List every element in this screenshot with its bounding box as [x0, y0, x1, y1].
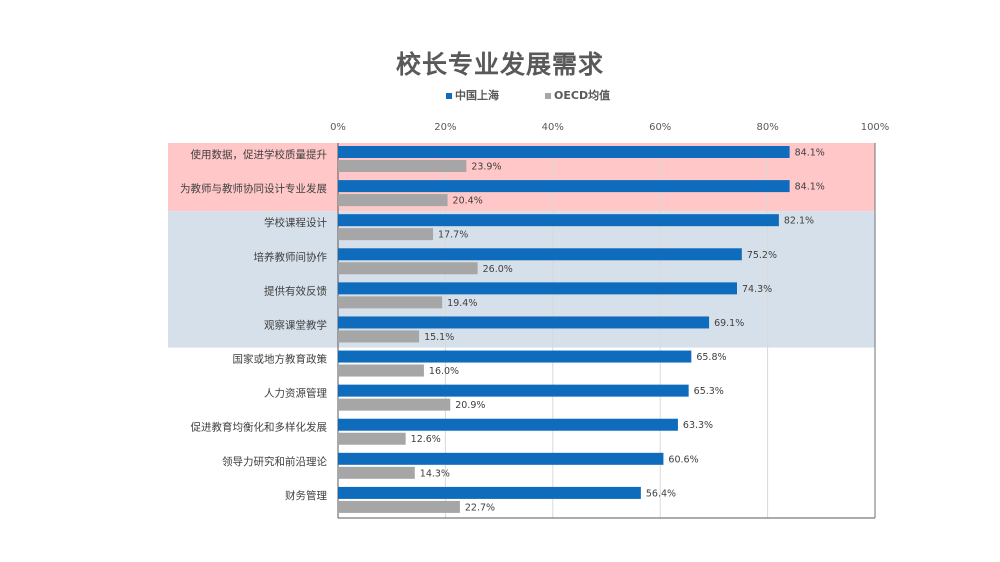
bar-oecd — [338, 500, 460, 513]
bar-oecd — [338, 398, 451, 411]
data-label: 20.9% — [455, 400, 485, 411]
bar-oecd — [338, 262, 478, 275]
category-label: 为教师与教师协同设计专业发展 — [180, 182, 327, 195]
x-tick-label: 40% — [542, 122, 564, 133]
data-label: 75.2% — [747, 250, 777, 261]
category-label: 国家或地方教育政策 — [233, 353, 328, 366]
data-label: 20.4% — [453, 196, 483, 207]
bar-oecd — [338, 466, 415, 479]
data-label: 84.1% — [795, 148, 825, 159]
bar-oecd — [338, 364, 424, 377]
legend-label: 中国上海 — [455, 88, 499, 102]
data-label: 63.3% — [683, 420, 713, 431]
chart-title: 校长专业发展需求 — [395, 50, 604, 79]
data-label: 60.6% — [668, 454, 698, 465]
bar-shanghai — [338, 384, 689, 397]
data-label: 65.3% — [694, 386, 724, 397]
x-tick-label: 60% — [649, 122, 671, 133]
bar-shanghai — [338, 486, 641, 499]
bar-oecd — [338, 228, 434, 241]
data-label: 56.4% — [646, 488, 676, 499]
bar-shanghai — [338, 248, 742, 261]
x-tick-label: 20% — [434, 122, 456, 133]
data-label: 65.8% — [696, 352, 726, 363]
x-tick-label: 80% — [756, 122, 778, 133]
bar-shanghai — [338, 146, 790, 158]
bar-oecd — [338, 194, 448, 207]
bar-shanghai — [338, 180, 790, 193]
bar-oecd — [338, 296, 443, 309]
legend-swatch — [446, 93, 452, 99]
data-label: 84.1% — [795, 182, 825, 193]
data-label: 15.1% — [424, 332, 454, 343]
bar-oecd — [338, 330, 420, 343]
category-label: 促进教育均衡化和多样化发展 — [191, 421, 328, 434]
category-label: 学校课程设计 — [264, 216, 327, 229]
bar-shanghai — [338, 214, 779, 227]
data-label: 26.0% — [483, 264, 513, 275]
category-label: 培养教师间协作 — [254, 250, 328, 263]
legend-label: OECD均值 — [554, 88, 610, 102]
category-label: 财务管理 — [285, 489, 327, 502]
x-tick-label: 100% — [861, 122, 890, 133]
data-label: 12.6% — [411, 434, 441, 445]
data-label: 16.0% — [429, 366, 459, 377]
bar-shanghai — [338, 418, 678, 431]
legend-swatch — [545, 93, 551, 99]
data-label: 19.4% — [447, 298, 477, 309]
category-label: 提供有效反馈 — [264, 284, 327, 297]
category-label: 观察课堂教学 — [264, 318, 327, 331]
data-label: 22.7% — [465, 502, 495, 513]
bar-oecd — [338, 160, 467, 172]
bar-shanghai — [338, 282, 737, 295]
data-label: 82.1% — [784, 216, 814, 227]
bar-shanghai — [338, 316, 710, 329]
data-label: 23.9% — [471, 162, 501, 173]
bar-oecd — [338, 432, 406, 445]
data-label: 74.3% — [742, 284, 772, 295]
x-tick-label: 0% — [330, 122, 346, 133]
bar-shanghai — [338, 350, 692, 363]
data-label: 17.7% — [438, 230, 468, 241]
category-label: 使用数据，促进学校质量提升 — [191, 148, 328, 161]
data-label: 69.1% — [714, 318, 744, 329]
category-label: 领导力研究和前沿理论 — [222, 455, 327, 468]
category-label: 人力资源管理 — [264, 387, 327, 400]
bar-shanghai — [338, 452, 664, 465]
data-label: 14.3% — [420, 468, 450, 479]
